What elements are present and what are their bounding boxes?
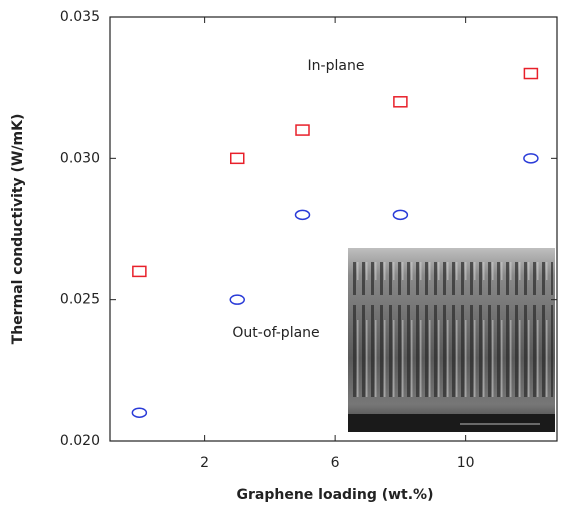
y-tick-label: 0.020 (60, 433, 100, 449)
annotation: Out-of-plane (232, 325, 319, 341)
point (295, 124, 310, 136)
point (294, 209, 311, 221)
point (229, 152, 245, 165)
x-tick-label: 10 (457, 455, 475, 471)
x-axis-label: Graphene loading (wt.%) (237, 487, 434, 503)
point (393, 96, 408, 108)
point (523, 153, 539, 164)
inset-image (348, 248, 555, 432)
plot-frame (109, 16, 558, 442)
x-tick-label: 6 (331, 455, 340, 471)
annotation: In-plane (308, 58, 365, 74)
point (131, 407, 148, 418)
y-tick-label: 0.030 (60, 150, 100, 166)
y-tick-label: 0.035 (60, 9, 100, 25)
y-axis-label: Thermal conductivity (W/mK) (10, 114, 26, 345)
x-tick-label: 2 (200, 455, 209, 471)
y-tick-label: 0.025 (60, 292, 100, 308)
point (132, 265, 147, 278)
point (229, 294, 245, 305)
point (523, 67, 539, 80)
point (392, 209, 409, 221)
